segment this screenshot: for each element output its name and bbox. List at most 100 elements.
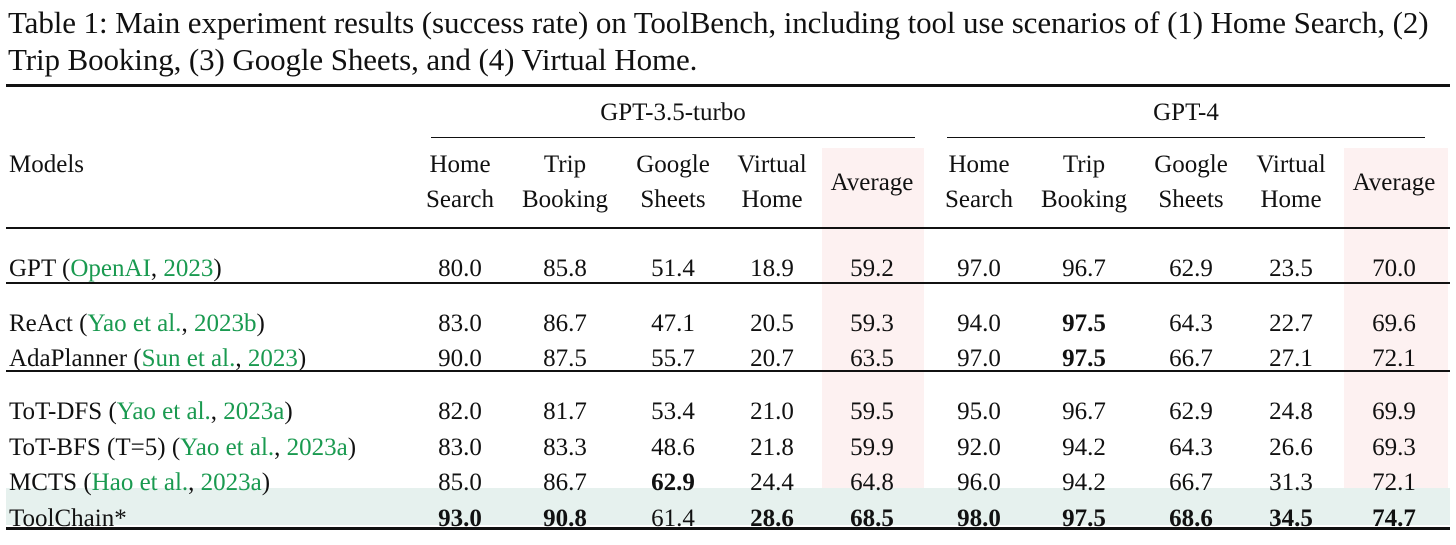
table-cell-value: 94.2	[1062, 434, 1106, 461]
table-row-model: MCTS (Hao et al., 2023a)	[9, 469, 271, 496]
top-rule	[6, 84, 1450, 87]
table-cell-value: 87.5	[543, 345, 587, 372]
citation-year-link[interactable]: 2023a	[286, 434, 348, 461]
header-bottom-rule	[6, 227, 1450, 229]
table-cell-value: 34.5	[1269, 505, 1313, 532]
model-name: ToT-BFS (T=5)	[9, 434, 166, 461]
highlight-row-background	[6, 488, 1450, 525]
column-header-models: Models	[9, 151, 84, 178]
table-row-model: ToT-DFS (Yao et al., 2023a)	[9, 398, 293, 425]
citation-author-link[interactable]: Yao et al.	[180, 434, 275, 461]
table-cell-value: 80.0	[438, 255, 482, 282]
citation-year-link[interactable]: 2023b	[193, 310, 257, 337]
table-cell-value: 93.0	[438, 505, 482, 532]
table-cell-value: 83.3	[543, 434, 587, 461]
model-name: AdaPlanner	[9, 345, 128, 372]
column-header: Home	[741, 186, 803, 213]
table-cell-value: 47.1	[651, 310, 695, 337]
table-cell-value: 85.8	[543, 255, 587, 282]
table-cell-value: 28.6	[750, 505, 794, 532]
table-cell-value: 22.7	[1269, 310, 1313, 337]
table-cell-value: 62.9	[1169, 255, 1213, 282]
table-cell-value: 85.0	[438, 469, 482, 496]
table-cell-value: 95.0	[957, 398, 1001, 425]
column-header: Trip	[1062, 151, 1106, 178]
table-cell-value: 59.9	[850, 434, 894, 461]
group-underline-gpt35	[431, 137, 915, 139]
group-underline-gpt4	[947, 137, 1425, 139]
table-caption: Table 1: Main experiment results (succes…	[8, 5, 1429, 77]
column-header: Google	[636, 151, 710, 178]
table-cell-value: 59.3	[850, 310, 894, 337]
column-header: Home	[429, 151, 491, 178]
citation-author-link[interactable]: Yao et al.	[116, 398, 211, 425]
table-cell-value: 53.4	[651, 398, 695, 425]
table-row-model: GPT (OpenAI, 2023)	[9, 255, 222, 282]
column-header: Virtual	[737, 151, 807, 178]
citation-author-link[interactable]: Yao et al.	[87, 310, 182, 337]
table-cell-value: 97.5	[1062, 505, 1106, 532]
group-divider-rule	[6, 282, 1450, 284]
table-cell-value: 55.7	[651, 345, 695, 372]
group-divider-rule	[6, 370, 1450, 372]
table-cell-value: 86.7	[543, 469, 587, 496]
table-cell-value: 90.0	[438, 345, 482, 372]
column-header: Home	[948, 151, 1010, 178]
table-cell-value: 24.4	[750, 469, 794, 496]
table-cell-value: 96.0	[957, 469, 1001, 496]
table-cell-value: 62.9	[1169, 398, 1213, 425]
table-cell-value: 20.7	[750, 345, 794, 372]
column-header: Virtual	[1256, 151, 1326, 178]
model-name: ToT-DFS	[9, 398, 103, 425]
table-cell-value: 59.5	[850, 398, 894, 425]
column-header: Search	[944, 186, 1014, 213]
column-header: Home	[1260, 186, 1322, 213]
table-cell-value: 66.7	[1169, 345, 1213, 372]
table-cell-value: 64.3	[1169, 310, 1213, 337]
table-cell-value: 72.1	[1372, 345, 1416, 372]
table-cell-value: 97.5	[1062, 310, 1106, 337]
table-cell-value: 97.0	[957, 345, 1001, 372]
table-cell-value: 48.6	[651, 434, 695, 461]
average-column-background	[822, 148, 924, 488]
citation-author-link[interactable]: Hao et al.	[91, 469, 189, 496]
column-header: Booking	[1040, 186, 1128, 213]
table-cell-value: 31.3	[1269, 469, 1313, 496]
table-cell-value: 61.4	[651, 505, 695, 532]
group-header-gpt35: GPT-3.5-turbo	[600, 99, 746, 126]
citation-author-link[interactable]: OpenAI	[70, 255, 151, 282]
table-cell-value: 24.8	[1269, 398, 1313, 425]
model-name: ToolChain*	[9, 505, 127, 532]
column-header: Search	[425, 186, 495, 213]
citation-year-link[interactable]: 2023a	[200, 469, 262, 496]
column-header: Sheets	[1158, 186, 1224, 213]
bottom-rule	[6, 527, 1450, 530]
column-header: Trip	[543, 151, 587, 178]
table-cell-value: 83.0	[438, 434, 482, 461]
table-cell-value: 97.5	[1062, 345, 1106, 372]
citation-year-link[interactable]: 2023	[247, 345, 298, 372]
table-cell-value: 27.1	[1269, 345, 1313, 372]
table-cell-value: 21.8	[750, 434, 794, 461]
citation-author-link[interactable]: Sun et al.	[141, 345, 236, 372]
average-column-background	[1344, 148, 1448, 488]
table-cell-value: 92.0	[957, 434, 1001, 461]
table-cell-value: 20.5	[750, 310, 794, 337]
table-cell-value: 69.3	[1372, 434, 1416, 461]
table-cell-value: 81.7	[543, 398, 587, 425]
table-row-model: ToT-BFS (T=5) (Yao et al., 2023a)	[9, 434, 357, 461]
group-header-gpt4: GPT-4	[1153, 99, 1219, 126]
table-cell-value: 98.0	[957, 505, 1001, 532]
table-cell-value: 96.7	[1062, 398, 1106, 425]
table-cell-value: 68.5	[850, 505, 894, 532]
citation-year-link[interactable]: 2023	[163, 255, 214, 282]
table-cell-value: 62.9	[651, 469, 695, 496]
table-cell-value: 23.5	[1269, 255, 1313, 282]
table-cell-value: 94.0	[957, 310, 1001, 337]
table-cell-value: 68.6	[1169, 505, 1213, 532]
table-cell-value: 94.2	[1062, 469, 1106, 496]
citation-year-link[interactable]: 2023a	[223, 398, 285, 425]
table-cell-value: 83.0	[438, 310, 482, 337]
table-cell-value: 69.9	[1372, 398, 1416, 425]
table-cell-value: 86.7	[543, 310, 587, 337]
